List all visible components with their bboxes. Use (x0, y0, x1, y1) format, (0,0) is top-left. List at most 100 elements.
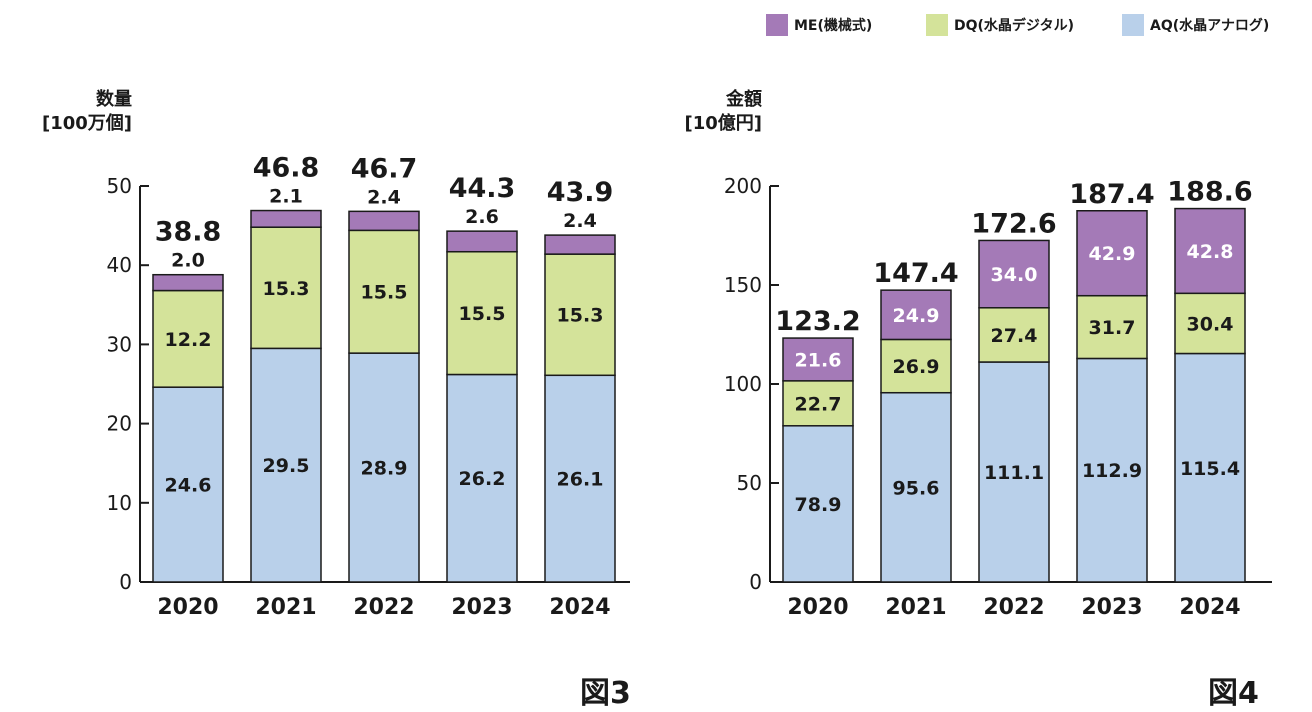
chart2-data-label-dq-2024: 30.4 (1187, 313, 1234, 335)
chart1-bar-me-2022 (348, 210, 420, 232)
legend-label-me: ME(機械式) (794, 18, 873, 34)
chart2-data-label-me-2021: 24.9 (893, 305, 940, 327)
legend-swatch-dq (926, 14, 948, 36)
chart2-data-label-aq-2020: 78.9 (795, 494, 842, 516)
chart1-bar-dq-2024 (544, 253, 616, 377)
chart2-bar-aq-2022 (978, 361, 1050, 583)
chart2-ylabel-line2: [10億円] (684, 113, 762, 134)
chart1-data-label-me-2024: 2.4 (563, 210, 597, 232)
chart2-figure-label: 図4 (1208, 676, 1259, 711)
chart2-total-label-2021: 147.4 (873, 258, 958, 289)
chart2-data-label-dq-2023: 31.7 (1089, 317, 1136, 339)
chart1-data-label-dq-2020: 12.2 (165, 329, 212, 351)
chart1-ylabel: 数量 [100万個] (10, 88, 132, 136)
chart1-data-label-me-2022: 2.4 (367, 186, 401, 208)
chart2-y-tick-label: 200 (724, 174, 762, 198)
chart1-figure-label: 図3 (580, 676, 631, 711)
chart1-ylabel-line2: [100万個] (41, 113, 132, 134)
chart1-bar-aq-2024 (544, 374, 616, 583)
chart2-data-label-aq-2024: 115.4 (1180, 458, 1240, 480)
chart1-total-label-2022: 46.7 (351, 153, 418, 184)
chart2-y-tick-label: 0 (749, 570, 762, 594)
legend-item-aq: AQ(水晶アナログ) (1122, 14, 1269, 36)
chart2-x-tick-label-2022: 2022 (983, 595, 1044, 620)
chart2-bar-me-2023 (1076, 210, 1148, 297)
chart1-y-tick-label: 40 (107, 253, 132, 277)
chart1-data-label-dq-2024: 15.3 (557, 305, 604, 327)
chart2-x-tick-label-2023: 2023 (1081, 595, 1142, 620)
chart1-y-tick-label: 20 (107, 412, 132, 436)
chart2-plot: 0 50 100 150 200 78.9 22.7 21.6 123.2 2020 95.6 26.… (724, 174, 1272, 620)
chart2-bar-dq-2022 (978, 307, 1050, 363)
chart2-data-label-me-2023: 42.9 (1089, 243, 1136, 265)
chart1-y-tick-label: 30 (107, 332, 132, 356)
chart2-bar-me-2024 (1174, 207, 1246, 295)
chart2-data-label-dq-2022: 27.4 (991, 325, 1038, 347)
chart2-y-tick-label: 100 (724, 372, 762, 396)
chart2-bar-dq-2020 (782, 380, 854, 427)
chart1-total-label-2021: 46.8 (253, 153, 320, 184)
chart1-total-label-2023: 44.3 (449, 173, 516, 204)
chart1-x-tick-label-2024: 2024 (549, 595, 610, 620)
chart1-y-tick-label: 0 (119, 570, 132, 594)
chart2-bar-me-2020 (782, 337, 854, 382)
chart2-total-label-2023: 187.4 (1069, 179, 1154, 210)
legend-label-dq: DQ(水晶デジタル) (954, 18, 1075, 34)
chart1-bar-me-2021 (250, 209, 322, 228)
chart2-data-label-aq-2023: 112.9 (1082, 460, 1142, 482)
chart2-bar-dq-2024 (1174, 292, 1246, 355)
chart1-data-label-aq-2024: 26.1 (557, 469, 604, 491)
chart1-x-tick-label-2022: 2022 (353, 595, 414, 620)
chart1-bar-aq-2021 (250, 347, 322, 583)
chart1-data-label-dq-2022: 15.5 (361, 282, 408, 304)
legend-item-me: ME(機械式) (766, 14, 872, 36)
chart2-data-label-dq-2020: 22.7 (795, 393, 842, 415)
chart2-data-label-aq-2021: 95.6 (893, 477, 940, 499)
chart1-ylabel-line1: 数量 (96, 89, 132, 110)
chart1-data-label-me-2023: 2.6 (465, 206, 499, 228)
chart1-x-tick-label-2023: 2023 (451, 595, 512, 620)
chart1-bar-dq-2020 (152, 289, 224, 388)
chart2-data-label-dq-2021: 26.9 (893, 356, 940, 378)
chart1-data-label-me-2020: 2.0 (171, 250, 205, 272)
chart2-total-label-2020: 123.2 (775, 306, 860, 337)
chart2-x-tick-label-2020: 2020 (787, 595, 848, 620)
chart2-total-label-2024: 188.6 (1167, 177, 1252, 208)
chart1-bar-aq-2020 (152, 386, 224, 583)
chart1-x-tick-label-2020: 2020 (157, 595, 218, 620)
chart2-bar-aq-2024 (1174, 352, 1246, 583)
chart1-bar-aq-2023 (446, 373, 518, 583)
chart1-bar-me-2023 (446, 230, 518, 253)
chart2-bar-aq-2020 (782, 425, 854, 583)
chart1-bar-me-2020 (152, 273, 224, 292)
legend-swatch-me (766, 14, 788, 36)
chart2-bar-dq-2023 (1076, 294, 1148, 360)
chart1-bar-me-2024 (544, 234, 616, 255)
chart2-data-label-me-2022: 34.0 (991, 264, 1038, 286)
chart1-data-label-aq-2023: 26.2 (459, 468, 506, 490)
chart2-x-tick-label-2024: 2024 (1179, 595, 1240, 620)
chart2-y-tick-label: 150 (724, 273, 762, 297)
chart2-bar-aq-2023 (1076, 357, 1148, 583)
chart1-bar-dq-2021 (250, 226, 322, 350)
chart1-bar-dq-2022 (348, 229, 420, 354)
chart2-y-tick-label: 50 (737, 471, 762, 495)
chart2-bar-me-2022 (978, 239, 1050, 309)
chart1-data-label-dq-2023: 15.5 (459, 303, 506, 325)
chart1-bar-dq-2023 (446, 250, 518, 376)
chart2-ylabel: 金額 [10億円] (640, 88, 762, 136)
chart1-data-label-aq-2020: 24.6 (165, 475, 212, 497)
chart2-data-label-me-2020: 21.6 (795, 349, 842, 371)
chart1-y-tick-label: 50 (107, 174, 132, 198)
chart2-bar-me-2021 (880, 289, 952, 341)
chart2-ylabel-line1: 金額 (726, 89, 762, 110)
chart1-data-label-aq-2022: 28.9 (361, 458, 408, 480)
chart1-x-tick-label-2021: 2021 (255, 595, 316, 620)
chart1-data-label-aq-2021: 29.5 (263, 455, 310, 477)
chart1-total-label-2024: 43.9 (547, 177, 614, 208)
chart2-data-label-me-2024: 42.8 (1187, 241, 1234, 263)
chart1-total-label-2020: 38.8 (155, 217, 222, 248)
chart1-data-label-dq-2021: 15.3 (263, 278, 310, 300)
legend-item-dq: DQ(水晶デジタル) (926, 14, 1074, 36)
